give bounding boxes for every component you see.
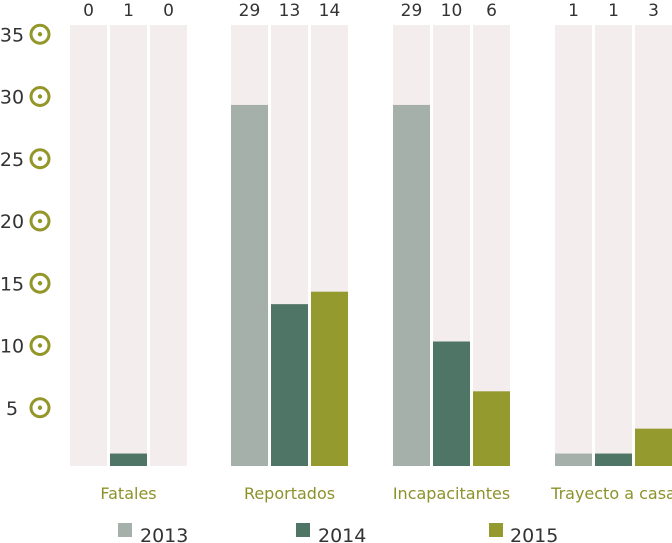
y-tick-label-35: 35 <box>0 24 24 46</box>
background-columns <box>70 25 672 466</box>
y-tick-label-25: 25 <box>0 149 24 171</box>
category-label-trayecto-a-casa: Trayecto a casa <box>550 484 672 503</box>
column-bg-fatales-2015 <box>150 25 187 466</box>
y-tick-marker-dot-25 <box>37 156 43 161</box>
bar-reportados-2013 <box>231 104 268 466</box>
category-label-reportados: Reportados <box>244 484 335 503</box>
legend-label-2015: 2015 <box>510 525 558 543</box>
value-label-fatales-2015: 0 <box>163 1 174 21</box>
x-axis: Fatales Reportados Incapacitantes Trayecto … <box>100 484 672 503</box>
legend-label-2014: 2014 <box>318 525 366 543</box>
value-label-fatales-2014: 1 <box>123 1 134 21</box>
y-tick-marker-dot-15 <box>37 281 43 286</box>
column-bg-trayecto-a-casa-2013 <box>555 25 592 466</box>
y-tick-marker-15 <box>29 272 51 294</box>
legend-label-2013: 2013 <box>140 525 188 543</box>
bar-incapacitantes-2014 <box>433 341 470 466</box>
value-label-incapacitantes-2014: 10 <box>441 1 463 21</box>
bar-trayecto-a-casa-2013 <box>555 453 592 466</box>
legend-swatch-2015 <box>489 523 503 537</box>
y-tick-marker-10 <box>29 335 51 356</box>
bar-reportados-2015 <box>311 291 348 466</box>
y-tick-marker-20 <box>29 210 51 232</box>
column-bg-trayecto-a-casa-2015 <box>635 25 672 466</box>
legend-swatch-2014 <box>296 523 310 537</box>
y-tick-marker-25 <box>29 148 51 170</box>
y-tick-marker-35 <box>29 23 51 45</box>
y-tick-label-20: 20 <box>0 211 24 233</box>
value-label-trayecto-a-casa-2014: 1 <box>608 1 619 21</box>
y-tick-label-30: 30 <box>0 87 24 109</box>
value-label-reportados-2014: 13 <box>279 1 301 21</box>
category-label-incapacitantes: Incapacitantes <box>393 484 510 503</box>
bars <box>110 104 672 466</box>
value-labels: 0 1 0 29 13 14 29 10 6 1 1 3 <box>83 1 659 21</box>
column-bg-trayecto-a-casa-2014 <box>595 25 632 466</box>
value-label-incapacitantes-2013: 29 <box>401 1 423 21</box>
y-tick-marker-dot-5 <box>37 405 43 410</box>
bar-incapacitantes-2013 <box>393 104 430 466</box>
bar-trayecto-a-casa-2014 <box>595 453 632 466</box>
y-tick-label-10: 10 <box>0 336 24 358</box>
value-label-trayecto-a-casa-2013: 1 <box>568 1 579 21</box>
y-tick-marker-dot-10 <box>37 343 43 348</box>
y-tick-label-15: 15 <box>0 273 24 295</box>
legend: 2013 2014 2015 <box>118 523 558 543</box>
value-label-incapacitantes-2015: 6 <box>486 1 497 21</box>
bar-incapacitantes-2015 <box>473 391 510 466</box>
y-tick-marker-dot-35 <box>37 32 43 37</box>
y-tick-label-5: 5 <box>6 398 18 420</box>
bar-reportados-2014 <box>271 304 308 466</box>
column-bg-fatales-2014 <box>110 25 147 466</box>
column-bg-fatales-2013 <box>70 25 107 466</box>
value-label-reportados-2015: 14 <box>319 1 341 21</box>
value-label-fatales-2013: 0 <box>83 1 94 21</box>
bar-trayecto-a-casa-2015 <box>635 428 672 466</box>
y-tick-marker-5 <box>29 397 51 419</box>
y-tick-marker-dot-30 <box>37 94 43 99</box>
bar-fatales-2014 <box>110 453 147 466</box>
legend-swatch-2013 <box>118 523 132 537</box>
category-label-fatales: Fatales <box>100 484 156 503</box>
y-axis: 5 10 15 20 25 30 35 <box>0 23 51 420</box>
value-label-trayecto-a-casa-2015: 3 <box>648 1 659 21</box>
y-tick-marker-dot-20 <box>37 218 43 224</box>
y-tick-marker-30 <box>29 86 51 107</box>
value-label-reportados-2013: 29 <box>239 1 261 21</box>
